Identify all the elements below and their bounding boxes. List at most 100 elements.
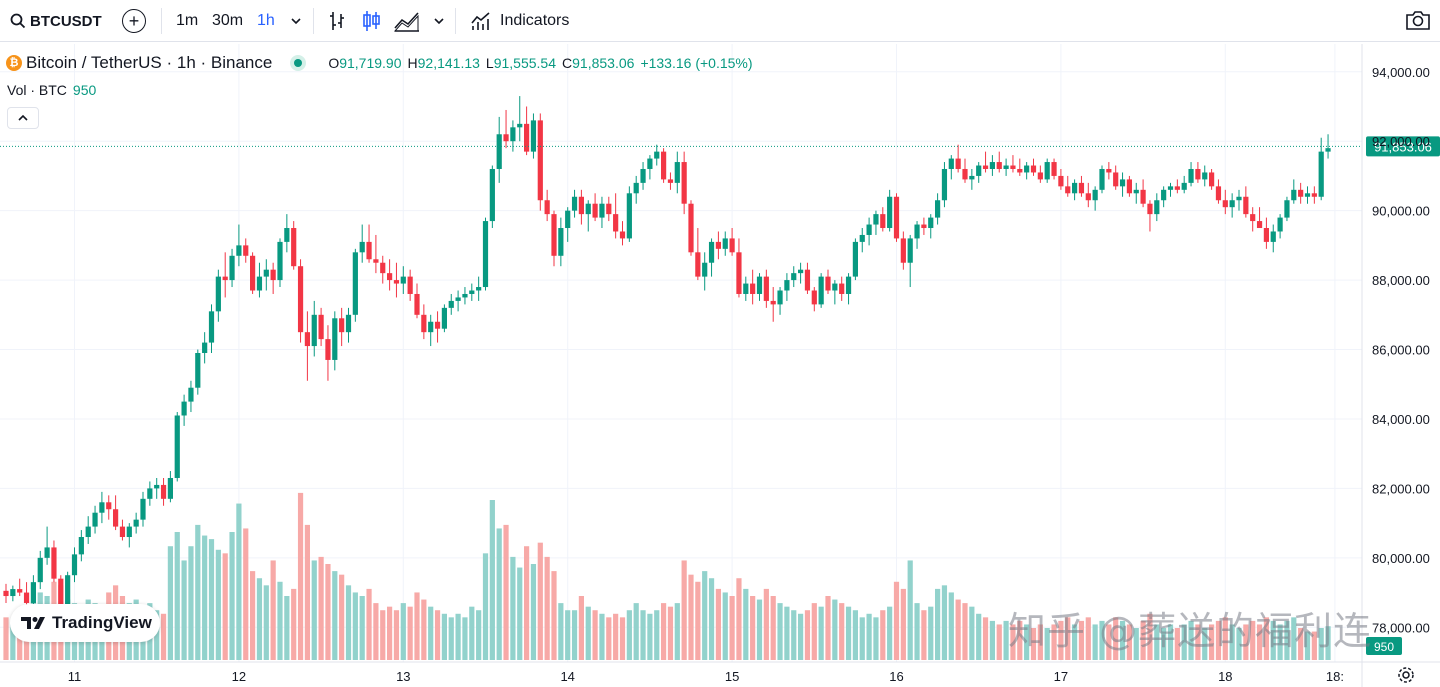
chart-style-dropdown-button[interactable] <box>426 8 452 34</box>
candle-chart-style-button[interactable] <box>359 8 385 34</box>
volume-bar <box>839 603 845 660</box>
candle-body <box>907 238 913 263</box>
volume-bar <box>10 624 16 660</box>
series-title[interactable]: Bitcoin / TetherUS · 1h · Binance <box>26 53 273 72</box>
volume-bar <box>1003 620 1009 660</box>
ohlc-bars-icon <box>330 12 344 30</box>
candle-body <box>1126 179 1132 194</box>
volume-bar <box>256 578 263 660</box>
volume-bar <box>640 610 646 660</box>
volume-bar <box>462 617 468 660</box>
volume-bar <box>1167 624 1174 660</box>
candle-body <box>729 238 735 253</box>
candle-body <box>887 196 893 229</box>
bar-chart-style-button[interactable] <box>324 8 350 34</box>
interval-1m-button[interactable]: 1m <box>176 12 199 29</box>
time-axis[interactable]: 11 12 13 14 15 16 17 18 18: <box>0 661 1440 684</box>
candle-body <box>674 162 680 183</box>
volume-bar <box>1058 620 1064 660</box>
volume-bar <box>1270 620 1276 660</box>
price-chart[interactable]: 91,853.06 950 94,000.00 92,000.00 90,000.00… <box>0 43 1440 687</box>
candle-body <box>160 484 167 499</box>
candle-body <box>654 151 660 159</box>
volume-bar <box>750 596 756 660</box>
candle-body <box>51 547 57 579</box>
chart-settings-button[interactable] <box>1396 665 1416 685</box>
candle-body <box>955 158 961 169</box>
close-value: C91,853.06 <box>562 55 635 71</box>
volume-bar <box>633 603 639 660</box>
volume-bar <box>1037 624 1043 660</box>
volume-bar <box>421 599 427 660</box>
area-chart-style-button[interactable] <box>392 8 422 34</box>
volume-bar <box>517 567 523 660</box>
candle-body <box>270 269 276 281</box>
volume-bar <box>503 524 509 660</box>
volume-bar <box>551 571 557 660</box>
candle-body <box>592 203 598 218</box>
candle-body <box>1195 168 1201 180</box>
volume-bar <box>1154 624 1160 660</box>
candle-body <box>606 203 612 215</box>
volume-bar <box>715 588 721 660</box>
volume-bar <box>524 546 530 660</box>
candle-body <box>715 241 721 249</box>
volume-bar <box>702 571 708 660</box>
candle-body <box>640 168 646 183</box>
candle-body <box>852 241 858 277</box>
candle-body <box>784 280 790 291</box>
volume-bar <box>599 613 605 660</box>
interval-30m-button[interactable]: 30m <box>212 12 244 29</box>
gear-icon <box>1398 667 1414 683</box>
volume-bar <box>1250 620 1256 660</box>
tradingview-logo[interactable]: TradingView <box>10 604 160 642</box>
price-tick-label: 94,000.00 <box>1372 65 1430 80</box>
volume-bar <box>859 617 865 660</box>
candle-body <box>1017 168 1023 173</box>
symbol-search[interactable]: BTCUSDT <box>10 0 102 42</box>
candle-body <box>578 196 584 215</box>
candle-body <box>969 175 975 180</box>
candle-body <box>332 318 338 360</box>
volume-bar <box>613 613 619 660</box>
volume-bar <box>791 610 797 660</box>
candle-body <box>585 203 591 215</box>
volume-bar <box>434 610 441 660</box>
volume-title[interactable]: Vol · BTC <box>7 82 67 98</box>
volume-bar <box>366 588 372 660</box>
indicators-button[interactable]: Indicators <box>470 0 569 42</box>
interval-dropdown-button[interactable] <box>283 8 309 34</box>
time-tick-label: 15 <box>725 669 739 684</box>
price-axis[interactable]: 94,000.00 92,000.00 90,000.00 88,000.00 86,0… <box>1361 44 1430 687</box>
chevron-down-icon <box>434 18 444 25</box>
last-price-line: 91,853.06 950 <box>0 136 1440 655</box>
candle-body <box>1154 200 1160 215</box>
candle-body <box>359 241 365 253</box>
volume-bar <box>297 492 304 660</box>
interval-1h-button[interactable]: 1h <box>257 12 275 29</box>
volume-bar <box>352 592 358 660</box>
candle-body <box>58 578 64 610</box>
volume-bar <box>1065 617 1071 660</box>
toolbar-divider <box>161 8 162 34</box>
snapshot-button[interactable] <box>1404 8 1432 34</box>
candle-body <box>1311 193 1317 197</box>
candle-body <box>291 228 297 267</box>
price-tick-label: 86,000.00 <box>1372 343 1430 358</box>
compare-symbol-button[interactable]: + <box>122 9 146 33</box>
candle-body <box>256 276 263 291</box>
volume-bar <box>208 539 215 660</box>
volume-bar <box>284 596 290 660</box>
candle-body <box>387 273 393 281</box>
candle-body <box>1243 196 1249 215</box>
volume-bar <box>318 556 324 660</box>
candle-body <box>297 266 304 333</box>
collapse-legend-button[interactable] <box>7 107 39 129</box>
candle-body <box>551 214 557 256</box>
candle-body <box>1119 179 1126 187</box>
candle-body <box>1030 165 1037 173</box>
market-status-icon[interactable] <box>290 55 307 71</box>
candle-body <box>1140 189 1146 204</box>
candle-body <box>681 162 687 204</box>
candle-body <box>380 262 386 274</box>
